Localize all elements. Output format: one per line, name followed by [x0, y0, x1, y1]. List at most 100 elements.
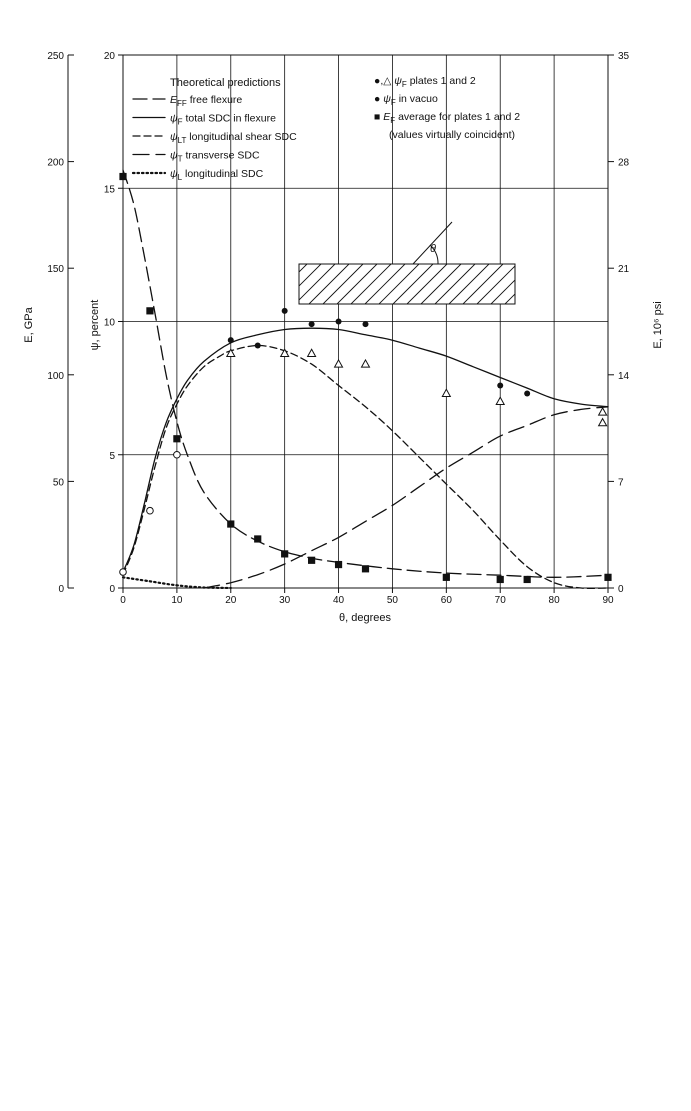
hatch-line	[336, 264, 378, 304]
e-gpa-tick-label: 200	[47, 158, 64, 169]
x-tick-label: 50	[387, 595, 399, 606]
e-gpa-tick-label: 50	[53, 477, 65, 488]
psi-tick-label: 10	[104, 318, 116, 329]
psi-tick-label: 20	[104, 51, 116, 62]
curve-psi-f	[122, 327, 609, 573]
x-tick-label: 40	[333, 595, 345, 606]
point-e-f-average	[442, 573, 450, 581]
hatch-line	[299, 264, 336, 301]
legend-marker-label: ● ψF in vacuo	[374, 93, 438, 107]
hatch-line	[364, 264, 406, 304]
legend-line-label: EFF free flexure	[170, 94, 242, 108]
hatch-line	[547, 264, 587, 304]
e-psi-tick-label: 7	[618, 477, 624, 488]
x-axis: 0 10 20 30 40 50 60 70 80 90	[120, 588, 614, 606]
legend-line-label: ψL longitudinal SDC	[170, 168, 264, 182]
hatch-line	[462, 264, 504, 304]
point-psi-f-plates-circle	[362, 321, 369, 328]
point-e-f-average	[334, 560, 343, 569]
e-gpa-tick-label: 0	[58, 584, 64, 595]
e-psi-tick-label: 21	[618, 264, 630, 275]
x-tick-label: 80	[549, 595, 561, 606]
point-e-f-average	[254, 535, 262, 543]
x-tick-label: 90	[602, 595, 614, 606]
psi-tick-label: 15	[104, 184, 116, 195]
prediction-curves	[121, 169, 609, 590]
e-psi-axis-title: E, 10⁶ psi	[652, 301, 664, 348]
psi-axis: 0 5 10 15 20	[104, 51, 123, 595]
psi-axis-title: ψ, percent	[89, 300, 101, 351]
x-tick-label: 60	[441, 595, 453, 606]
legend-line-label: ψF total SDC in flexure	[170, 113, 276, 127]
hatch-line	[322, 264, 364, 304]
curve-e-ff	[122, 169, 609, 578]
point-psi-f-plates-circle	[335, 318, 342, 325]
curve-psi-t	[203, 406, 609, 589]
hatch-line	[519, 264, 559, 304]
e-psi-axis: 0 7 14 21 28 35	[608, 51, 630, 595]
point-psi-f-plates-triangle	[495, 396, 506, 405]
e-psi-tick-label: 0	[618, 584, 624, 595]
e-gpa-tick-label: 250	[47, 51, 64, 62]
point-e-f-average	[173, 435, 181, 443]
hatch-line	[253, 264, 293, 304]
angle-arc	[429, 244, 439, 265]
hatch-line	[504, 293, 515, 304]
grid-lines	[123, 55, 608, 588]
x-tick-label: 0	[120, 595, 126, 606]
curve-psi-l	[121, 576, 232, 590]
legend-marker-label: ■ EF average for plates 1 and 2	[374, 111, 520, 125]
e-psi-tick-label: 28	[618, 158, 630, 169]
point-psi-f-plates-triangle	[333, 358, 344, 368]
fibre-direction-line	[412, 221, 453, 265]
point-e-f-average	[227, 520, 235, 528]
hatch-line	[490, 279, 515, 304]
hatch-line	[299, 264, 308, 273]
legend-heading: Theoretical predictions	[170, 77, 281, 89]
hatch-line	[378, 264, 420, 304]
x-tick-label: 70	[495, 595, 507, 606]
specimen-plate	[298, 263, 516, 305]
point-e-f-average	[523, 575, 531, 584]
point-psi-f-plates-triangle	[597, 417, 608, 427]
angle-label: θ	[430, 243, 436, 255]
point-psi-f-vacuo	[119, 568, 127, 576]
hatch-line	[392, 264, 434, 304]
e-psi-tick-label: 14	[618, 371, 630, 382]
hatch-line	[476, 265, 515, 304]
point-e-f-average	[281, 550, 289, 558]
x-axis-title: θ, degrees	[339, 612, 391, 624]
specimen-sketch: θ	[239, 221, 587, 305]
hatch-line	[350, 264, 392, 304]
point-psi-f-vacuo	[173, 450, 181, 459]
point-psi-f-vacuo	[146, 506, 154, 515]
hatch-line	[434, 264, 476, 304]
point-psi-f-plates-circle	[524, 390, 531, 397]
x-tick-label: 10	[171, 595, 183, 606]
hatch-line	[533, 264, 573, 304]
legend-markers: ●,△ ψF plates 1 and 2 ● ψF in vacuo ■ EF a…	[374, 75, 520, 141]
e-gpa-tick-label: 100	[47, 371, 64, 382]
legend-marker-note: (values virtually coincident)	[389, 129, 515, 141]
hatch-line	[299, 264, 322, 287]
e-psi-tick-label: 35	[618, 51, 630, 62]
e-gpa-axis: 0 50 100 150 200 250 E, GPa	[23, 51, 74, 595]
legend-predictions: Theoretical predictions EFF free flexure…	[131, 77, 297, 182]
point-e-f-average	[604, 573, 612, 581]
curve-psi-lt	[122, 344, 609, 590]
point-e-f-average	[361, 565, 370, 573]
point-e-f-average	[146, 307, 154, 315]
point-psi-f-plates-circle	[497, 382, 504, 389]
hatch-line	[406, 264, 448, 304]
legend-line-label: ψLT longitudinal shear SDC	[170, 131, 297, 145]
hatch-line	[239, 264, 279, 304]
point-psi-f-plates-circle	[308, 321, 315, 328]
point-psi-f-plates-circle	[227, 337, 234, 344]
experimental-points	[119, 172, 612, 584]
point-e-f-average	[496, 575, 504, 584]
legend-marker-label: ●,△ ψF plates 1 and 2	[374, 75, 476, 89]
point-psi-f-plates-triangle	[279, 348, 290, 357]
legend-line-label: ψT transverse SDC	[170, 150, 260, 164]
point-psi-f-plates-triangle	[360, 358, 371, 368]
